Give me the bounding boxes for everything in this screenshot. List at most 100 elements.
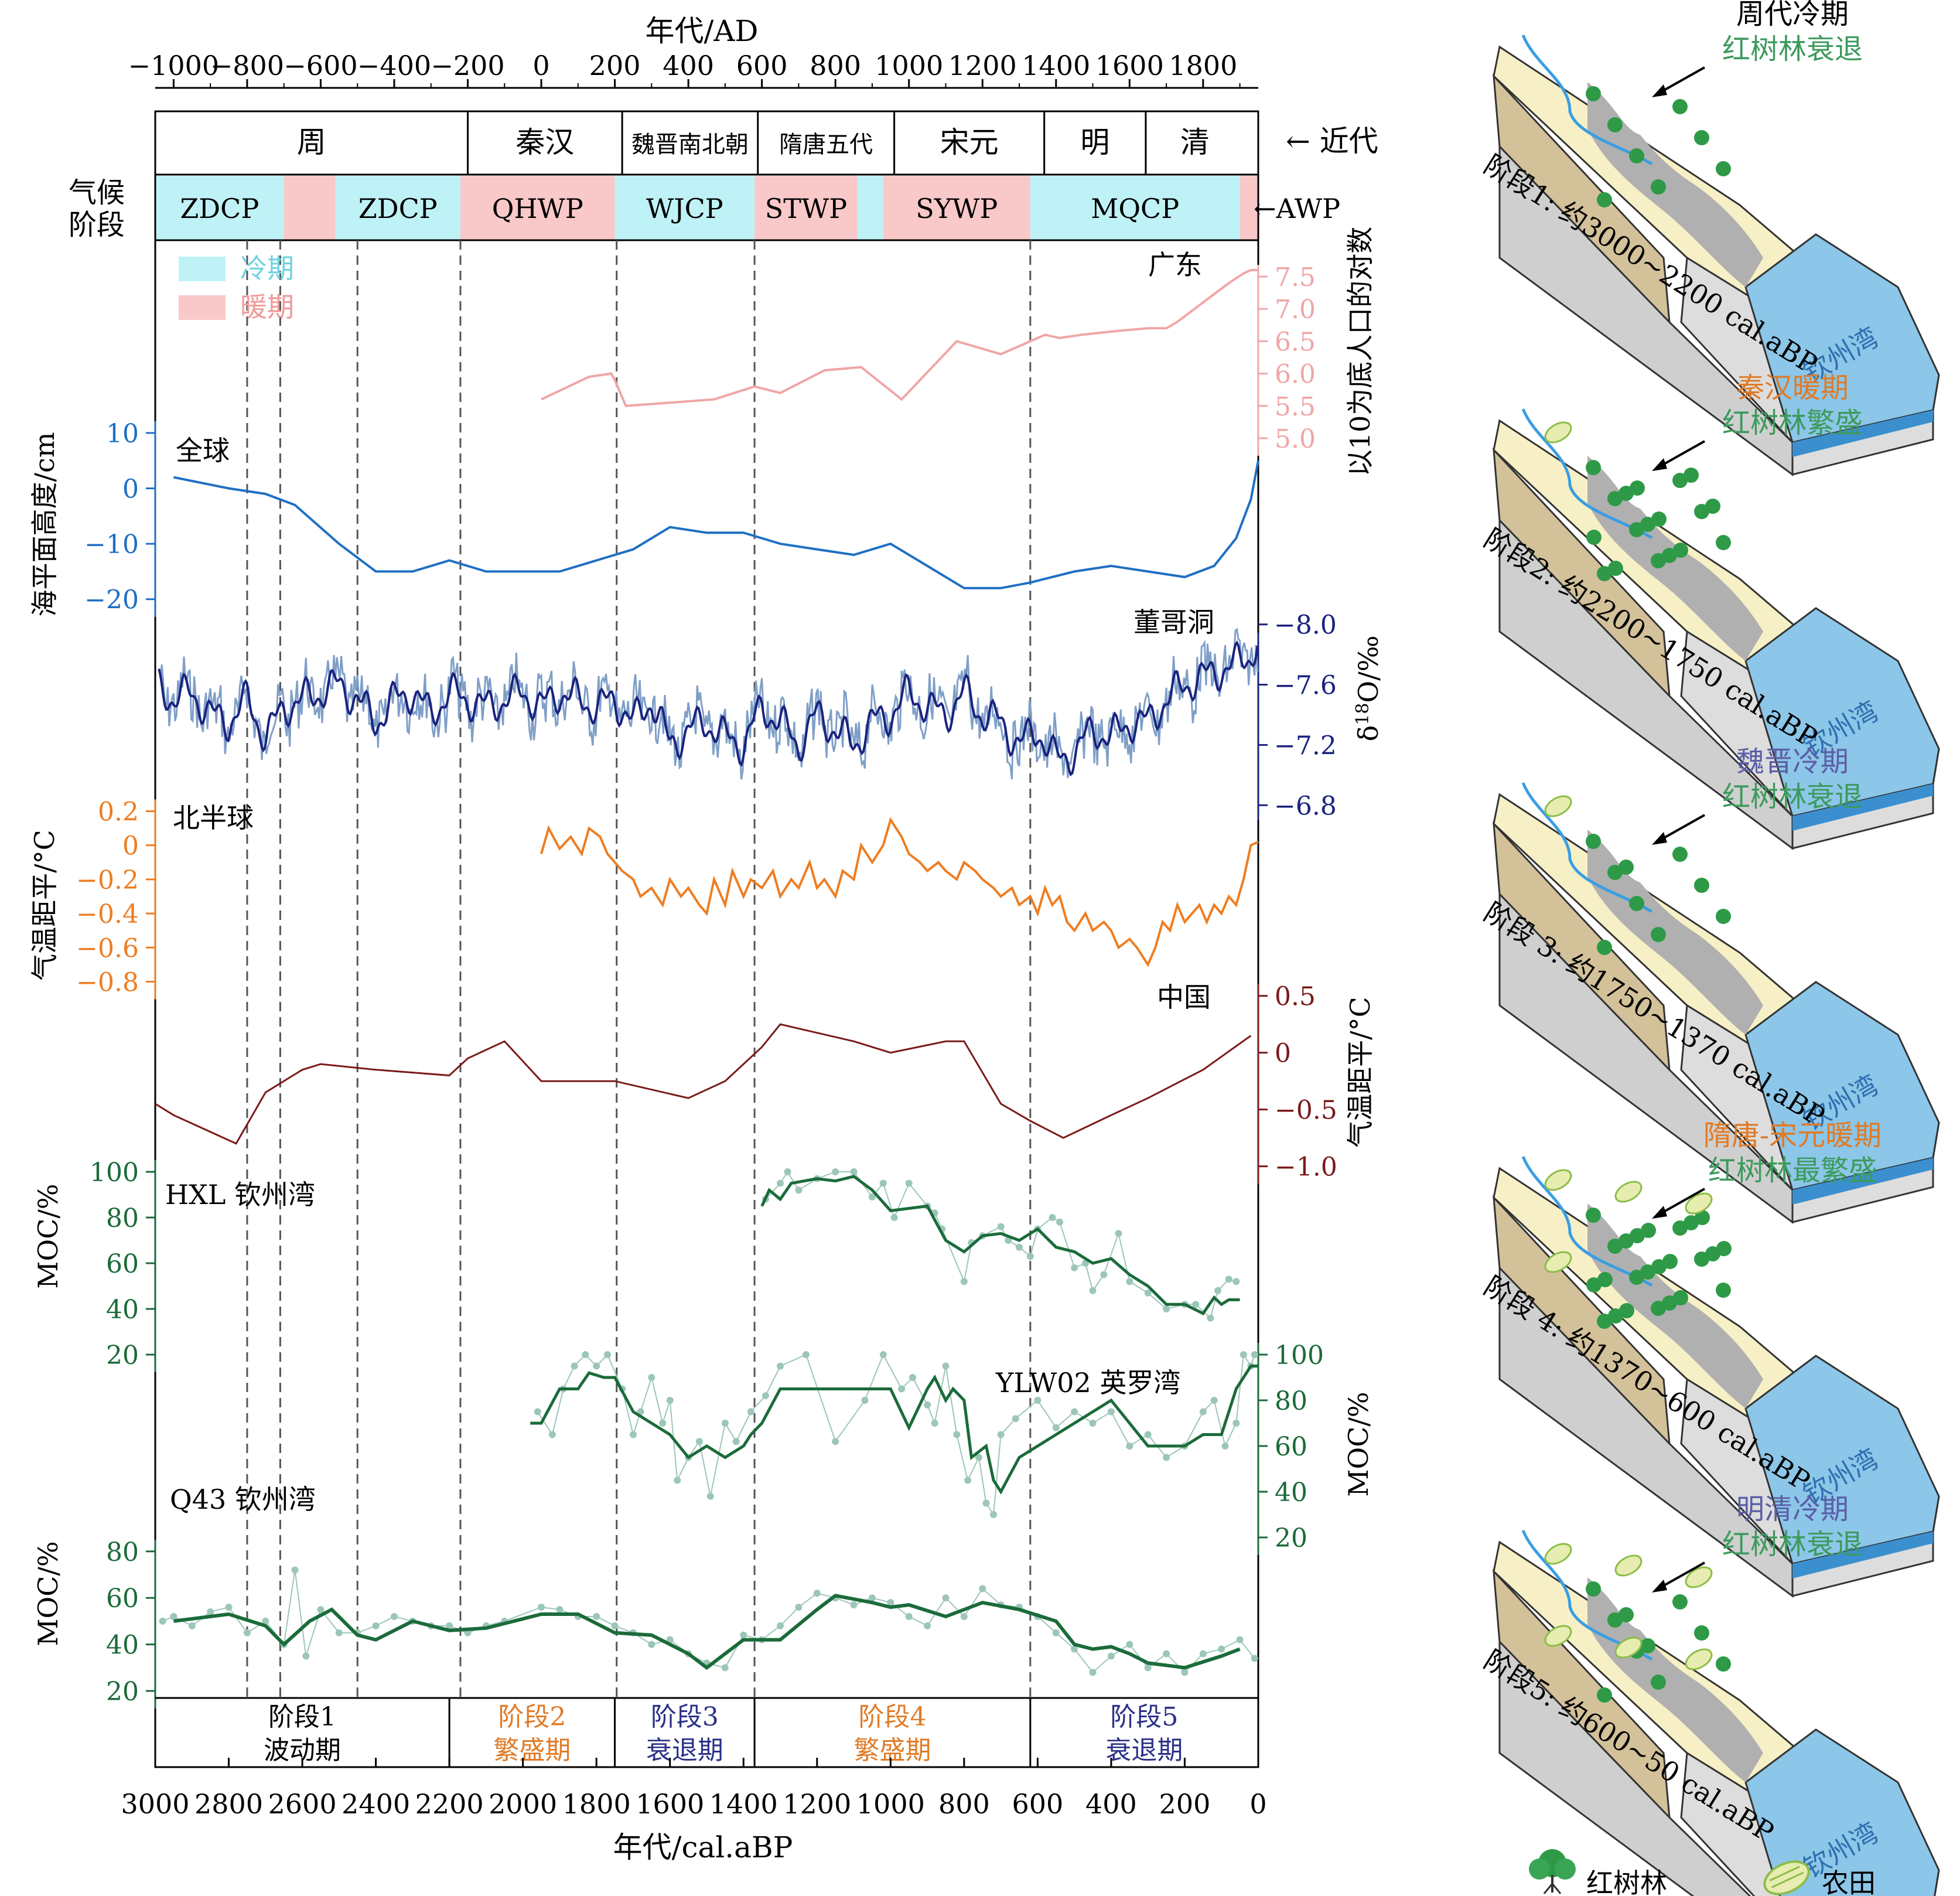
mangrove-icon xyxy=(1586,834,1601,849)
bottom-tick-label: 1800 xyxy=(562,1788,631,1820)
stage-name: 阶段3 xyxy=(651,1702,719,1732)
mangrove-icon xyxy=(1529,1849,1576,1894)
sample-point xyxy=(1251,1351,1258,1358)
water-face xyxy=(1792,1158,1933,1205)
bottom-axis-title: 年代/cal.aBP xyxy=(613,1830,793,1864)
y-tick-label: −0.6 xyxy=(76,933,139,963)
mangrove-icon xyxy=(1672,1594,1688,1609)
arrow-head-icon xyxy=(1652,84,1667,97)
y-tick-label: 60 xyxy=(106,1249,139,1279)
block-title: 秦汉暖期 xyxy=(1736,371,1849,404)
y-tick-label: 6.5 xyxy=(1275,327,1316,357)
river xyxy=(1521,782,1653,913)
population-label: 广东 xyxy=(1148,249,1202,281)
dynasty-label: 隋唐五代 xyxy=(779,131,873,158)
series-line xyxy=(173,460,1259,589)
y-tick-label: −0.2 xyxy=(76,865,139,895)
climate-period-label: QHWP xyxy=(492,193,583,224)
bottom-axis: 3000 2800 2600 2400 2200 2000 1800 1600 1400 1200… xyxy=(121,1758,1267,1864)
farmland-icon xyxy=(1685,1192,1713,1215)
mangrove-icon xyxy=(1629,896,1644,911)
mangrove-icon xyxy=(1597,192,1612,207)
river xyxy=(1521,35,1653,166)
dynasty-label: 清 xyxy=(1180,125,1210,159)
y-tick-label: 80 xyxy=(106,1203,139,1233)
dongge-smooth-line xyxy=(158,640,1259,777)
bay-water xyxy=(1744,1728,1940,1896)
mangrove-icon xyxy=(1673,1290,1688,1305)
plot-frame xyxy=(154,110,1259,1768)
block-title: 明清冷期 xyxy=(1736,1493,1849,1526)
y-tick-label: 20 xyxy=(106,1341,139,1370)
climate-period-label: MQCP xyxy=(1091,193,1179,224)
top-tick-label: 1600 xyxy=(1095,50,1164,81)
mangrove-icon xyxy=(1586,530,1602,545)
mangrove-icon xyxy=(1684,468,1699,483)
y-tick-label: 0 xyxy=(1275,1039,1291,1069)
climate-period-band xyxy=(754,176,858,240)
sea-level-panel: 全球 海平面高度/cm 10 0 −10 −20 xyxy=(29,419,1259,617)
bottom-tick-label: 1000 xyxy=(856,1788,925,1820)
y-tick-label: 60 xyxy=(106,1584,139,1614)
y-tick-label: −1.0 xyxy=(1275,1152,1337,1182)
top-tick-label: −600 xyxy=(284,50,357,81)
climate-period-label: SYWP xyxy=(916,193,998,224)
mudflat xyxy=(1587,830,1763,1035)
y-tick-label: 0.5 xyxy=(1275,982,1316,1012)
y-tick-label: −10 xyxy=(84,530,139,560)
population-axis-title: 以10为底人口的对数 xyxy=(1344,227,1376,477)
mangrove-icon xyxy=(1608,561,1623,576)
mangrove-icon xyxy=(1651,511,1667,527)
mangrove-icon xyxy=(1695,1210,1710,1225)
dongge-label: 董哥洞 xyxy=(1133,606,1214,638)
y-tick-label: −7.6 xyxy=(1274,671,1337,701)
mangrove-icon xyxy=(1694,130,1709,145)
y-tick-label: 6.0 xyxy=(1275,360,1316,390)
ylw-label: YLW02 英罗湾 xyxy=(995,1367,1180,1399)
climate-legend: 冷期 暖期 xyxy=(179,253,294,323)
bottom-tick-label: 200 xyxy=(1159,1788,1211,1820)
arrow-icon xyxy=(1657,66,1705,95)
block-subtitle: 红树林繁盛 xyxy=(1722,407,1863,439)
mangrove-icon xyxy=(1705,499,1720,514)
mangrove-icon xyxy=(1716,535,1731,550)
mangrove-icon xyxy=(1618,1607,1634,1622)
climate-period-band xyxy=(335,176,460,240)
stage-desc: 衰退期 xyxy=(646,1735,723,1765)
mangrove-icon xyxy=(1651,1675,1666,1690)
climate-period-band xyxy=(1030,176,1240,240)
dynasty-label: ← 近代 xyxy=(1286,124,1378,158)
dynasty-label: 周 xyxy=(297,125,326,159)
y-tick-label: 7.5 xyxy=(1275,262,1316,292)
y-tick-label: 40 xyxy=(1275,1478,1307,1508)
stage-name: 阶段1 xyxy=(268,1702,336,1732)
climate-period-band xyxy=(155,176,284,240)
top-tick-label: 1000 xyxy=(875,50,943,81)
climate-period-label: ZDCP xyxy=(180,193,259,224)
china-label: 中国 xyxy=(1157,981,1211,1013)
series-line xyxy=(540,817,1259,967)
arrow-icon xyxy=(1657,440,1705,469)
sample-trace xyxy=(765,1171,1237,1319)
stage-name: 阶段5 xyxy=(1110,1702,1178,1732)
map-legend: 红树林 农田 xyxy=(1529,1849,1876,1896)
mangrove-icon xyxy=(1694,1625,1709,1641)
mudflat xyxy=(1587,82,1763,287)
y-tick-label: 7.0 xyxy=(1275,295,1316,325)
warm-legend-label: 暖期 xyxy=(240,291,294,323)
bottom-tick-label: 600 xyxy=(1012,1788,1063,1820)
series-line xyxy=(760,1175,1240,1316)
river xyxy=(1521,408,1653,540)
bottom-tick-label: 2800 xyxy=(194,1788,263,1820)
top-tick-label: 800 xyxy=(810,50,861,81)
mangrove-icon xyxy=(1651,927,1666,942)
top-tick-label: 1200 xyxy=(948,50,1017,81)
hxl-panel: HXL 钦州湾 MOC/% 100 80 60 40 20 xyxy=(32,1158,1240,1372)
bottom-tick-label: 2600 xyxy=(268,1788,337,1820)
header-table: 周 秦汉 魏晋南北朝 隋唐五代 宋元 明 清 ← 近代 ZDCP ZDCP QHWP WJCP STW… xyxy=(69,110,1378,241)
y-tick-label: 20 xyxy=(106,1677,139,1707)
y-tick-label: −8.0 xyxy=(1274,611,1337,640)
stage-desc: 繁盛期 xyxy=(493,1735,571,1765)
